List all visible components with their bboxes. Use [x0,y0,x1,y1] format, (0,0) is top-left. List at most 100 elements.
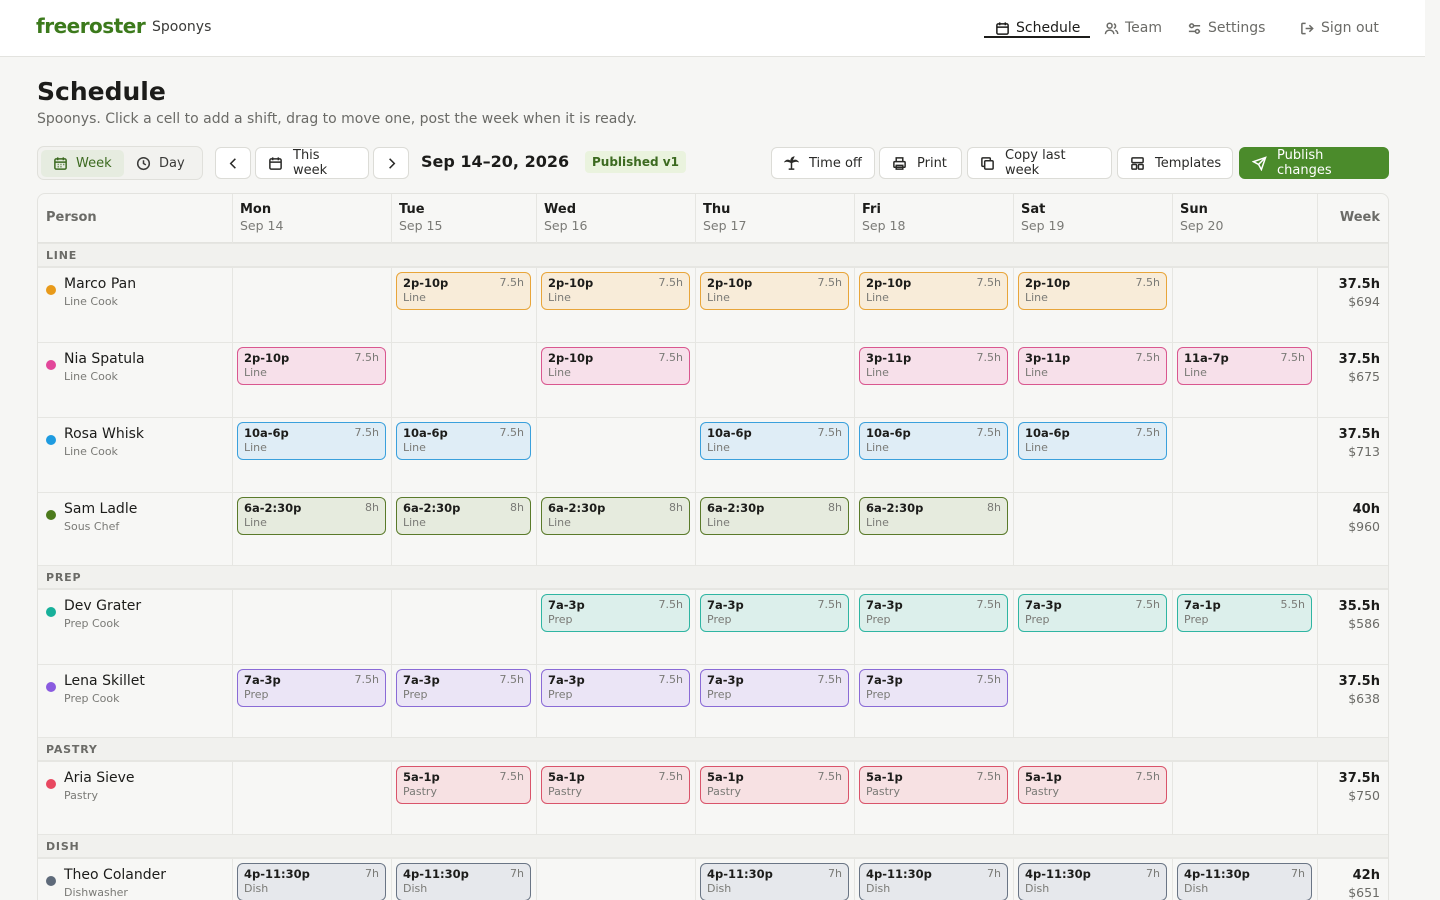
shift-card[interactable]: 6a-2:30p 8h Line [700,497,849,535]
templates-button[interactable]: Templates [1117,147,1233,179]
schedule-cell[interactable]: 11a-7p 7.5h Line [1172,343,1317,417]
shift-card[interactable]: 7a-1p 5.5h Prep [1177,594,1312,632]
shift-card[interactable]: 7a-3p 7.5h Prep [700,669,849,707]
schedule-cell[interactable]: 7a-3p 7.5h Prep [695,590,854,664]
shift-card[interactable]: 10a-6p 7.5h Line [396,422,531,460]
schedule-cell[interactable]: 2p-10p 7.5h Line [391,268,536,342]
schedule-cell[interactable]: 7a-1p 5.5h Prep [1172,590,1317,664]
shift-card[interactable]: 4p-11:30p 7h Dish [859,863,1008,900]
shift-card[interactable]: 5a-1p 7.5h Pastry [1018,766,1167,804]
schedule-cell[interactable]: 3p-11p 7.5h Line [1013,343,1172,417]
this-week-button[interactable]: This week [255,147,369,179]
shift-card[interactable]: 4p-11:30p 7h Dish [396,863,531,900]
copy-last-week-button[interactable]: Copy last week [967,147,1112,179]
shift-card[interactable]: 5a-1p 7.5h Pastry [700,766,849,804]
shift-card[interactable]: 7a-3p 7.5h Prep [237,669,386,707]
schedule-cell[interactable]: 2p-10p 7.5h Line [854,268,1013,342]
person-name[interactable]: Marco Pan [64,276,137,292]
prev-week-button[interactable] [215,147,251,179]
shift-card[interactable]: 10a-6p 7.5h Line [700,422,849,460]
schedule-cell[interactable]: 10a-6p 7.5h Line [232,418,391,492]
person-name[interactable]: Sam Ladle [64,501,138,517]
shift-card[interactable]: 7a-3p 7.5h Prep [859,669,1008,707]
schedule-cell[interactable]: 7a-3p 7.5h Prep [536,590,695,664]
schedule-cell[interactable]: 10a-6p 7.5h Line [695,418,854,492]
schedule-cell[interactable]: 10a-6p 7.5h Line [1013,418,1172,492]
nav-sign-out[interactable]: Sign out [1300,17,1379,39]
person-name[interactable]: Nia Spatula [64,351,145,367]
schedule-cell[interactable]: 4p-11:30p 7h Dish [1013,859,1172,900]
schedule-cell[interactable]: 5a-1p 7.5h Pastry [1013,762,1172,834]
shift-card[interactable]: 3p-11p 7.5h Line [1018,347,1167,385]
shift-card[interactable]: 2p-10p 7.5h Line [396,272,531,310]
shift-card[interactable]: 6a-2:30p 8h Line [237,497,386,535]
schedule-cell[interactable] [1172,493,1317,565]
schedule-cell[interactable]: 4p-11:30p 7h Dish [391,859,536,900]
shift-card[interactable]: 4p-11:30p 7h Dish [1177,863,1312,900]
person-name[interactable]: Dev Grater [64,598,142,614]
shift-card[interactable]: 2p-10p 7.5h Line [541,347,690,385]
shift-card[interactable]: 11a-7p 7.5h Line [1177,347,1312,385]
person-name[interactable]: Lena Skillet [64,673,145,689]
schedule-cell[interactable] [1172,665,1317,737]
schedule-cell[interactable]: 7a-3p 7.5h Prep [1013,590,1172,664]
shift-card[interactable]: 2p-10p 7.5h Line [859,272,1008,310]
schedule-cell[interactable]: 2p-10p 7.5h Line [536,268,695,342]
schedule-cell[interactable]: 10a-6p 7.5h Line [391,418,536,492]
schedule-cell[interactable] [1013,493,1172,565]
schedule-cell[interactable]: 5a-1p 7.5h Pastry [854,762,1013,834]
schedule-cell[interactable]: 4p-11:30p 7h Dish [1172,859,1317,900]
time-off-button[interactable]: Time off [771,147,875,179]
brand-logo[interactable]: freeroster [36,14,146,38]
shift-card[interactable]: 4p-11:30p 7h Dish [237,863,386,900]
shift-card[interactable]: 6a-2:30p 8h Line [396,497,531,535]
shift-card[interactable]: 2p-10p 7.5h Line [237,347,386,385]
shift-card[interactable]: 7a-3p 7.5h Prep [859,594,1008,632]
schedule-cell[interactable]: 7a-3p 7.5h Prep [695,665,854,737]
schedule-cell[interactable]: 3p-11p 7.5h Line [854,343,1013,417]
shift-card[interactable]: 7a-3p 7.5h Prep [541,594,690,632]
schedule-cell[interactable]: 2p-10p 7.5h Line [1013,268,1172,342]
shift-card[interactable]: 7a-3p 7.5h Prep [396,669,531,707]
schedule-cell[interactable] [536,418,695,492]
schedule-cell[interactable]: 4p-11:30p 7h Dish [232,859,391,900]
view-week-button[interactable]: Week [41,150,124,177]
shift-card[interactable]: 6a-2:30p 8h Line [541,497,690,535]
schedule-cell[interactable]: 5a-1p 7.5h Pastry [536,762,695,834]
shift-card[interactable]: 4p-11:30p 7h Dish [1018,863,1167,900]
schedule-cell[interactable] [1172,418,1317,492]
shift-card[interactable]: 7a-3p 7.5h Prep [700,594,849,632]
schedule-cell[interactable] [536,859,695,900]
shift-card[interactable]: 4p-11:30p 7h Dish [700,863,849,900]
shift-card[interactable]: 5a-1p 7.5h Pastry [541,766,690,804]
person-name[interactable]: Rosa Whisk [64,426,144,442]
person-name[interactable]: Aria Sieve [64,770,135,786]
schedule-cell[interactable]: 6a-2:30p 8h Line [695,493,854,565]
schedule-cell[interactable] [232,268,391,342]
shift-card[interactable]: 6a-2:30p 8h Line [859,497,1008,535]
schedule-cell[interactable]: 7a-3p 7.5h Prep [391,665,536,737]
schedule-cell[interactable]: 5a-1p 7.5h Pastry [391,762,536,834]
schedule-cell[interactable]: 6a-2:30p 8h Line [854,493,1013,565]
shift-card[interactable]: 3p-11p 7.5h Line [859,347,1008,385]
schedule-cell[interactable] [391,590,536,664]
shift-card[interactable]: 10a-6p 7.5h Line [1018,422,1167,460]
person-name[interactable]: Theo Colander [64,867,166,883]
schedule-cell[interactable]: 6a-2:30p 8h Line [391,493,536,565]
shift-card[interactable]: 5a-1p 7.5h Pastry [859,766,1008,804]
schedule-cell[interactable]: 7a-3p 7.5h Prep [536,665,695,737]
shift-card[interactable]: 2p-10p 7.5h Line [1018,272,1167,310]
schedule-cell[interactable]: 4p-11:30p 7h Dish [854,859,1013,900]
schedule-cell[interactable]: 6a-2:30p 8h Line [536,493,695,565]
schedule-cell[interactable]: 10a-6p 7.5h Line [854,418,1013,492]
schedule-cell[interactable] [1013,665,1172,737]
schedule-cell[interactable]: 7a-3p 7.5h Prep [232,665,391,737]
schedule-cell[interactable] [1172,268,1317,342]
print-button[interactable]: Print [879,147,962,179]
shift-card[interactable]: 5a-1p 7.5h Pastry [396,766,531,804]
schedule-cell[interactable] [1172,762,1317,834]
schedule-cell[interactable] [232,762,391,834]
schedule-cell[interactable]: 2p-10p 7.5h Line [232,343,391,417]
schedule-cell[interactable] [695,343,854,417]
shift-card[interactable]: 10a-6p 7.5h Line [859,422,1008,460]
